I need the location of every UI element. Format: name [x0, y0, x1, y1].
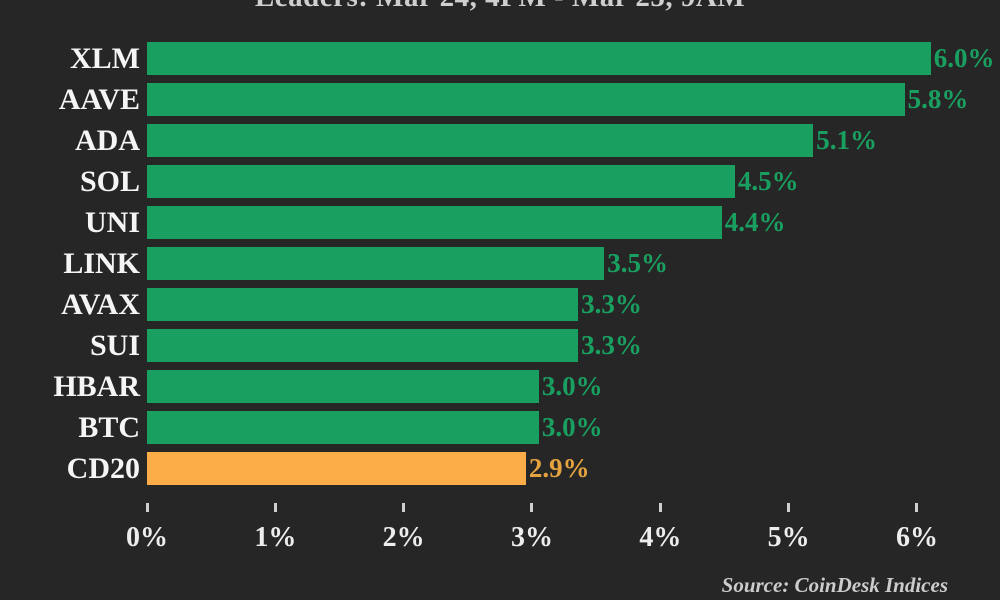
bar	[147, 206, 722, 239]
bar-row: LINK 3.5%	[0, 243, 1000, 284]
value-label: 5.8%	[907, 84, 969, 114]
bar	[147, 329, 579, 362]
tick-mark	[787, 503, 791, 512]
bar	[147, 42, 931, 75]
value-label: 4.5%	[737, 166, 799, 196]
category-label: SUI	[89, 329, 140, 362]
category-label: AVAX	[61, 288, 140, 321]
x-axis-tick: 4%	[639, 503, 681, 554]
tick-mark	[915, 503, 919, 512]
bar-row: BTC 3.0%	[0, 407, 1000, 448]
bar	[147, 124, 814, 157]
bar-row: CD20 2.9%	[0, 448, 1000, 489]
category-label: SOL	[79, 165, 140, 198]
bar	[147, 370, 539, 403]
tick-mark	[273, 503, 277, 512]
x-axis-tick: 1%	[254, 503, 296, 554]
x-axis-tick: 3%	[511, 503, 553, 554]
value-label: 2.9%	[528, 453, 590, 483]
category-label: BTC	[78, 411, 140, 444]
tick-label: 5%	[767, 522, 810, 553]
x-axis-tick: 2%	[383, 503, 425, 554]
x-axis-tick: 0%	[126, 503, 168, 554]
x-axis-tick: 6%	[896, 503, 938, 554]
bar-row: ADA 5.1%	[0, 120, 1000, 161]
category-label: LINK	[63, 247, 140, 280]
tick-label: 3%	[510, 522, 553, 553]
value-label: 3.3%	[581, 330, 642, 360]
bar-area: 3.0%	[147, 366, 1000, 407]
bar	[147, 288, 579, 321]
bar	[147, 411, 539, 444]
tick-label: 6%	[895, 522, 938, 553]
bar	[147, 165, 735, 198]
bar-row: AVAX 3.3%	[0, 284, 1000, 325]
value-label: 5.1%	[816, 125, 877, 155]
category-label: CD20	[66, 452, 140, 485]
tick-mark	[145, 503, 149, 512]
bar-area: 6.0%	[147, 38, 1000, 79]
tick-mark	[530, 503, 534, 512]
bar-row: HBAR 3.0%	[0, 366, 1000, 407]
bar-area: 4.4%	[147, 202, 1000, 243]
bar-rows: XLM 6.0% AAVE 5.8% ADA 5.1% SOL 4.5% UNI 4.4% LINK…	[0, 38, 1000, 489]
value-label: 3.3%	[581, 289, 642, 319]
bar-area: 3.3%	[147, 325, 1000, 366]
bar-area: 3.0%	[147, 407, 1000, 448]
x-axis: 0% 1% 2% 3% 4% 5% 6%	[126, 503, 985, 565]
bar-area: 3.5%	[147, 243, 1000, 284]
source-credit: Source: CoinDesk Indices	[721, 573, 948, 597]
value-label: 4.4%	[724, 207, 786, 237]
bar	[147, 247, 605, 280]
category-label: XLM	[70, 42, 140, 75]
tick-mark	[658, 503, 662, 512]
value-label: 3.0%	[541, 412, 603, 442]
value-label: 6.0%	[933, 43, 995, 73]
category-label: HBAR	[53, 370, 140, 403]
bar-row: XLM 6.0%	[0, 38, 1000, 79]
bar-area: 5.8%	[147, 79, 1000, 120]
value-label: 3.5%	[607, 248, 668, 278]
tick-label: 1%	[254, 522, 297, 553]
bar-area: 3.3%	[147, 284, 1000, 325]
bar-row: AAVE 5.8%	[0, 79, 1000, 120]
category-label: ADA	[75, 124, 140, 157]
category-label: AAVE	[58, 83, 140, 116]
value-label: 3.0%	[541, 371, 603, 401]
bar-area: 4.5%	[147, 161, 1000, 202]
tick-label: 4%	[639, 522, 682, 553]
tick-label: 2%	[382, 522, 425, 553]
x-axis-tick: 5%	[768, 503, 810, 554]
bar-row: SOL 4.5%	[0, 161, 1000, 202]
bar-area: 5.1%	[147, 120, 1000, 161]
bar-area: 2.9%	[147, 448, 1000, 489]
highlight-bar	[147, 452, 526, 485]
bar-row: UNI 4.4%	[0, 202, 1000, 243]
bar-row: SUI 3.3%	[0, 325, 1000, 366]
bar	[147, 83, 905, 116]
tick-mark	[402, 503, 406, 512]
chart-title: Leaders: Mar 24, 4PM - Mar 25, 9AM	[0, 0, 1000, 14]
tick-label: 0%	[126, 522, 168, 553]
category-label: UNI	[84, 206, 140, 239]
